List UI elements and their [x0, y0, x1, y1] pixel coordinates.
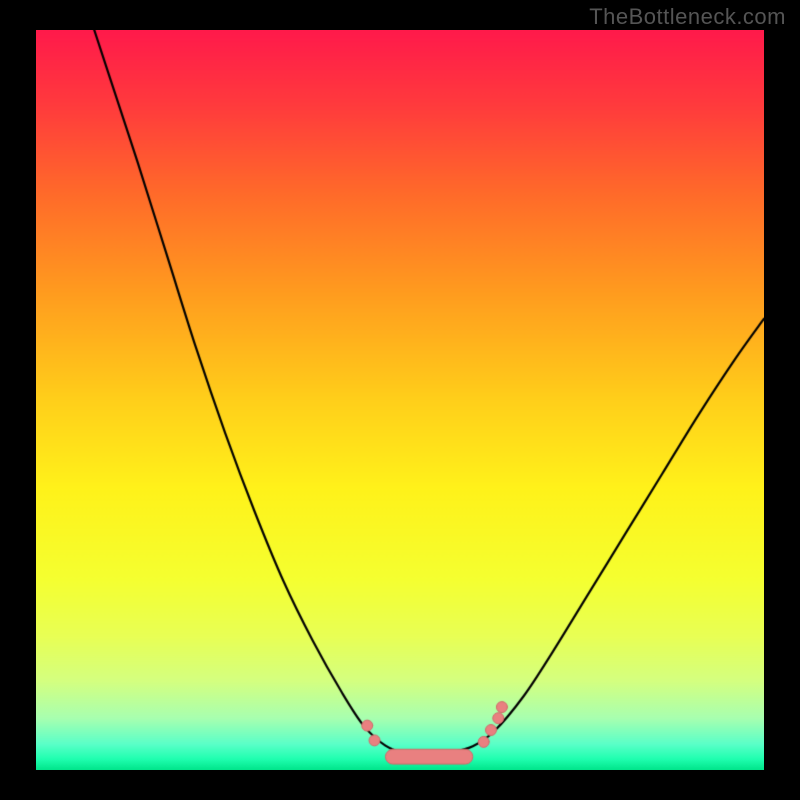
- watermark-text: TheBottleneck.com: [589, 4, 786, 30]
- plot-area: [36, 30, 764, 770]
- chart-frame: TheBottleneck.com: [0, 0, 800, 800]
- curve-canvas: [36, 30, 764, 770]
